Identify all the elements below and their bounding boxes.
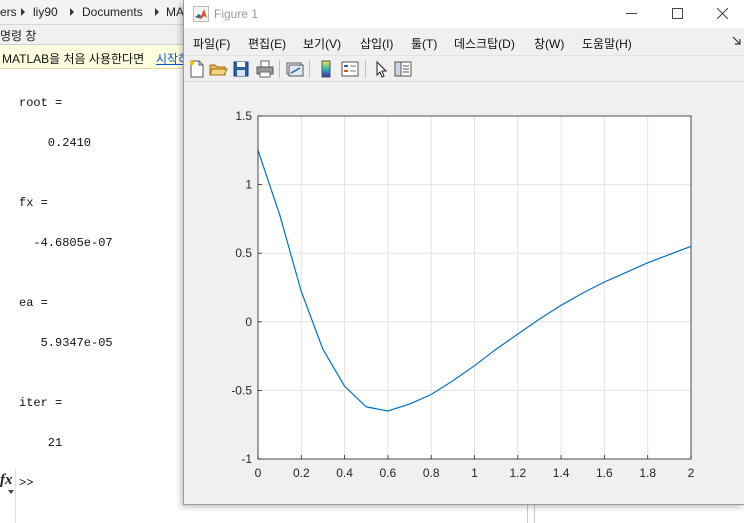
x-tick-label: 0.6 — [380, 466, 397, 480]
menu-tools[interactable]: 툴(T) — [411, 37, 438, 51]
y-tick-label: -0.5 — [231, 383, 252, 397]
y-tick-label: 1.5 — [235, 109, 252, 123]
output-line: fx = — [19, 196, 48, 210]
output-line: 0.2410 — [19, 136, 92, 150]
banner-text: MATLAB을 처음 사용한다면 — [2, 52, 145, 66]
pointer-icon[interactable] — [371, 59, 391, 79]
x-tick-label: 1.4 — [553, 466, 570, 480]
x-tick-labels: 0 0.2 0.4 0.6 0.8 1 1.2 1.4 1.6 1.8 2 — [255, 466, 695, 480]
line-plot[interactable]: 0 0.2 0.4 0.6 0.8 1 1.2 1.4 1.6 1.8 2 1.5 1 0.5 0 -0.5… — [184, 83, 744, 504]
x-tick-label: 0.4 — [336, 466, 353, 480]
output-line: iter = — [19, 396, 63, 410]
function-browser-caret-icon[interactable] — [8, 490, 14, 494]
breadcrumb-item[interactable]: ers — [0, 5, 17, 19]
output-line: ea = — [19, 296, 48, 310]
figure-canvas[interactable]: 0 0.2 0.4 0.6 0.8 1 1.2 1.4 1.6 1.8 2 1.5 1 0.5 0 -0.5… — [184, 83, 744, 504]
command-prompt[interactable]: >> — [19, 476, 34, 490]
legend-icon[interactable] — [340, 59, 360, 79]
output-line: root = — [19, 96, 63, 110]
x-tick-label: 1 — [471, 466, 478, 480]
y-tick-label: 1 — [245, 178, 252, 192]
figure-toolbar — [184, 55, 744, 82]
output-line: -4.6805e-07 — [19, 236, 113, 250]
figure-title: Figure 1 — [214, 7, 259, 21]
x-tick-label: 0.8 — [423, 466, 440, 480]
series-line[interactable] — [257, 150, 692, 412]
toolbar-separator — [279, 60, 280, 78]
figure-window: Figure 1 파일(F) 편집(E) 보기(V) 삽입(I) 툴(T) 데스… — [183, 0, 744, 505]
getting-started-link[interactable]: 시작하 — [156, 52, 190, 66]
toolbar-separator — [365, 60, 366, 78]
menu-edit[interactable]: 편집(E) — [248, 37, 287, 51]
gutter-divider — [15, 469, 16, 523]
function-browser-icon[interactable]: fx — [0, 472, 13, 488]
breadcrumb-item[interactable]: liy90 — [33, 5, 58, 19]
property-inspector-icon[interactable] — [393, 59, 413, 79]
panel-divider[interactable] — [527, 503, 528, 523]
y-tick-label: 0.5 — [235, 246, 252, 260]
y-tick-labels: 1.5 1 0.5 0 -0.5 -1 — [231, 109, 252, 466]
output-line: 21 — [19, 436, 63, 450]
figure-menubar: 파일(F) 편집(E) 보기(V) 삽입(I) 툴(T) 데스크탑(D) 창(W… — [184, 31, 744, 53]
y-tick-label: -1 — [241, 452, 252, 466]
maximize-icon — [672, 8, 683, 19]
breadcrumb-item[interactable]: MA — [166, 5, 184, 19]
colorbar-icon[interactable] — [316, 59, 336, 79]
maximize-button[interactable] — [654, 0, 700, 28]
breadcrumb-arrow-icon[interactable] — [21, 8, 25, 16]
x-tick-label: 0.2 — [293, 466, 310, 480]
menu-window[interactable]: 창(W) — [534, 37, 565, 51]
minimize-button[interactable] — [608, 0, 654, 28]
menu-view[interactable]: 보기(V) — [303, 37, 342, 51]
axes-box — [257, 115, 692, 460]
x-tick-label: 0 — [255, 466, 262, 480]
menu-file[interactable]: 파일(F) — [193, 37, 231, 51]
open-file-icon[interactable] — [208, 59, 228, 79]
grid-lines — [257, 115, 692, 460]
link-plot-icon[interactable] — [285, 59, 305, 79]
output-line: 5.9347e-05 — [19, 336, 113, 350]
minimize-icon — [626, 13, 637, 14]
x-tick-label: 2 — [688, 466, 695, 480]
command-window-title: 명령 창 — [0, 29, 37, 43]
new-figure-icon[interactable] — [187, 59, 207, 79]
breadcrumb-item[interactable]: Documents — [82, 5, 143, 19]
toolbar-separator — [309, 60, 310, 78]
dock-figure-icon[interactable] — [732, 36, 742, 46]
x-tick-label: 1.8 — [639, 466, 656, 480]
panel-divider[interactable] — [534, 503, 535, 523]
save-icon[interactable] — [231, 59, 251, 79]
print-icon[interactable] — [255, 59, 275, 79]
menu-help[interactable]: 도움말(H) — [582, 37, 632, 51]
x-tick-label: 1.6 — [596, 466, 613, 480]
y-tick-label: 0 — [245, 315, 252, 329]
figure-titlebar[interactable]: Figure 1 — [184, 0, 744, 28]
breadcrumb-arrow-icon[interactable] — [70, 8, 74, 16]
close-button[interactable] — [699, 0, 744, 28]
close-icon — [717, 8, 728, 19]
menu-insert[interactable]: 삽입(I) — [360, 37, 394, 51]
x-tick-label: 1.2 — [509, 466, 526, 480]
breadcrumb-arrow-icon[interactable] — [155, 8, 159, 16]
menu-desktop[interactable]: 데스크탑(D) — [454, 37, 515, 51]
matlab-logo-icon — [193, 6, 209, 22]
